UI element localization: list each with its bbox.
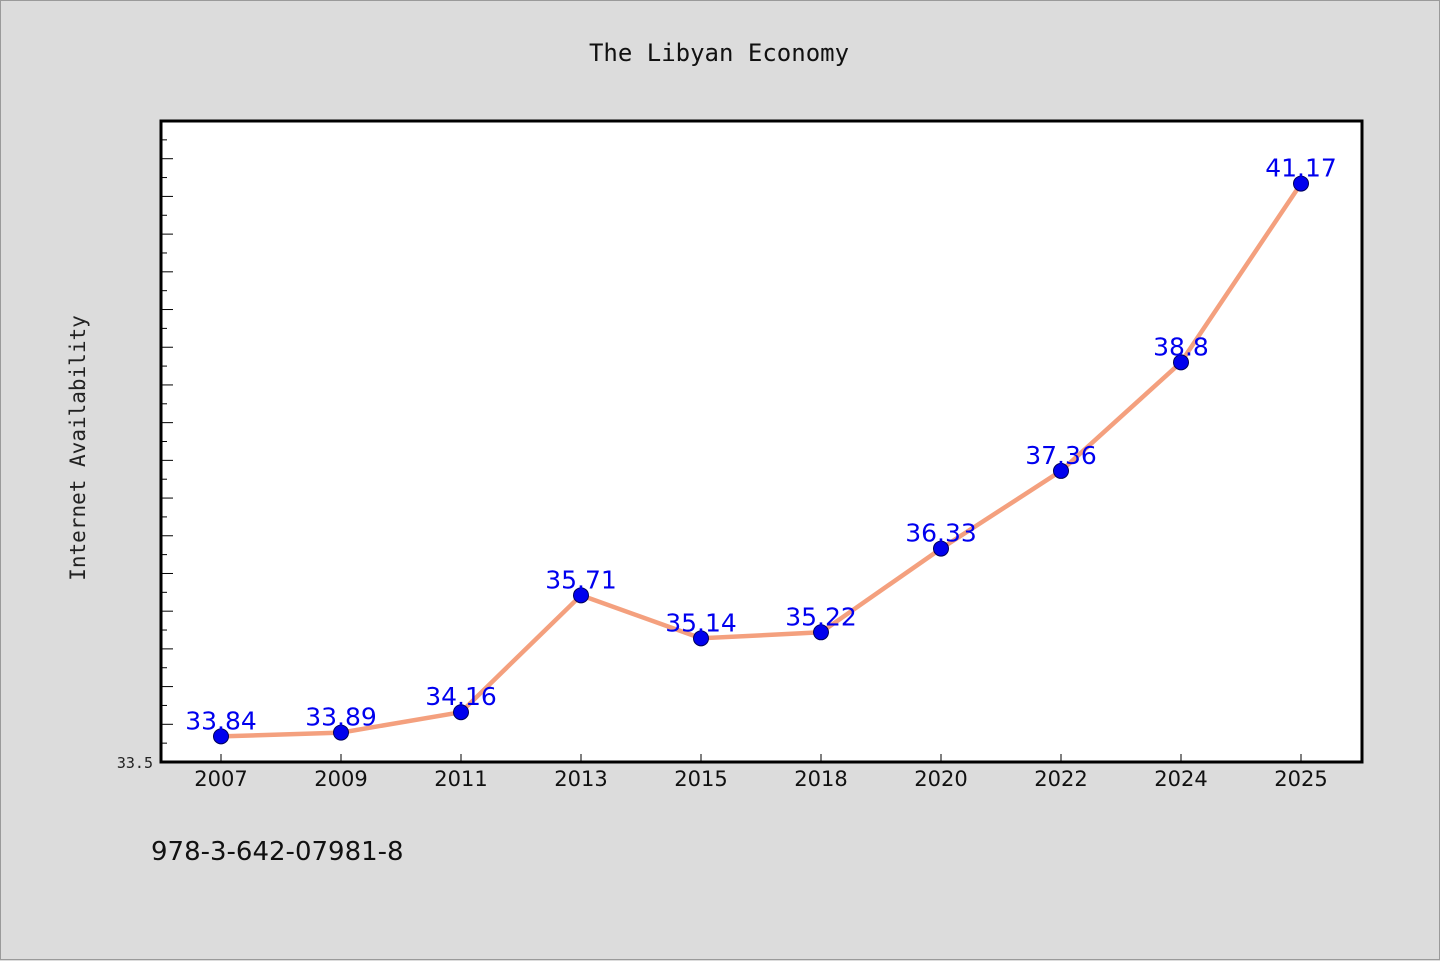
data-point (213, 728, 229, 745)
data-point (333, 724, 349, 741)
series-line (218, 181, 1304, 739)
x-tick-label: 2007 (194, 767, 247, 791)
isbn-text: 978-3-642-07981-8 (151, 837, 404, 867)
data-label: 37.36 (1025, 441, 1097, 470)
data-label: 35.22 (785, 602, 857, 631)
data-point (693, 630, 709, 647)
x-tick-label: 2025 (1274, 767, 1327, 791)
x-tick-label: 2011 (434, 767, 487, 791)
data-point (1293, 175, 1309, 192)
x-tick-label: 2013 (554, 767, 607, 791)
x-tick-label: 2015 (674, 767, 727, 791)
data-point (933, 540, 949, 557)
data-point (453, 704, 469, 721)
x-tick-label: 2020 (914, 767, 967, 791)
plot-area (159, 119, 1364, 764)
chart-title: The Libyan Economy (589, 39, 849, 67)
data-label: 38.8 (1153, 332, 1209, 361)
data-markers (213, 175, 1309, 745)
data-point (573, 587, 589, 604)
x-tick-label: 2009 (314, 767, 367, 791)
data-label: 41.17 (1265, 154, 1337, 183)
data-labels: 33.84 33.89 34.16 35.71 35.14 35.22 36.33 37.36… (185, 154, 1337, 736)
data-label: 35.71 (545, 565, 617, 594)
y-tick-label: 33.5 (117, 754, 153, 772)
x-tick-label: 2024 (1154, 767, 1207, 791)
y-axis-label: Internet Availability (66, 315, 90, 581)
y-axis-ticks (161, 120, 173, 763)
data-label: 35.14 (665, 608, 737, 637)
data-point (813, 624, 829, 641)
x-tick-label: 2022 (1034, 767, 1087, 791)
data-point (1173, 354, 1189, 371)
data-label: 34.16 (425, 682, 497, 711)
x-axis-ticks: 2007 2009 2011 2013 2015 2018 2020 2022 2024 2025 (194, 754, 1328, 791)
data-label: 36.33 (905, 519, 977, 548)
data-label: 33.84 (185, 706, 257, 735)
x-tick-label: 2018 (794, 767, 847, 791)
data-point (1053, 462, 1069, 479)
data-label: 33.89 (305, 703, 377, 732)
